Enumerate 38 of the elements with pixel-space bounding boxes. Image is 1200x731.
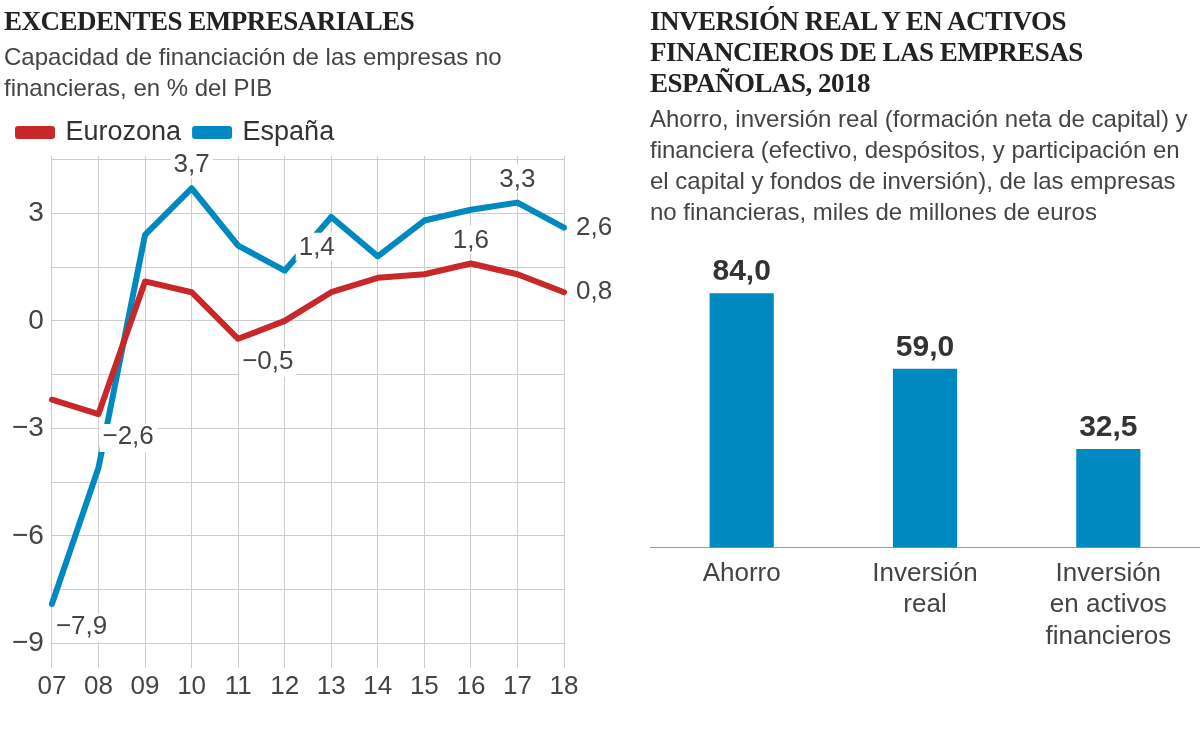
x-tick-label: 14 [363, 669, 393, 700]
x-tick-label: 12 [270, 669, 300, 700]
data-label: 1,4 [298, 230, 335, 261]
x-tick-label: 08 [84, 669, 113, 700]
x-tick-label: 11 [224, 669, 252, 700]
chart-subtitle: Capacidad de financiación de las empresas no financieras, en % del PIB [4, 42, 503, 103]
legend-label: España [242, 115, 336, 146]
y-tick-label: 3 [28, 196, 44, 228]
x-tick-label: 18 [549, 669, 579, 700]
x-tick-label: 17 [502, 669, 532, 700]
data-label: 32,5 [1079, 409, 1138, 443]
x-tick-label: 10 [177, 669, 207, 700]
data-label: 0,8 [576, 275, 613, 306]
x-tick-label: 15 [409, 669, 439, 700]
chart-title: INVERSIÓN REAL Y EN ACTIVOS FINANCIEROS DE LAS EMPRESAS ESPAÑOLAS, 2018 [650, 6, 1084, 99]
data-label: −0,5 [242, 344, 294, 375]
chart-title: EXCEDENTES EMPRESARIALES [4, 6, 416, 37]
chart-subtitle: Ahorro, inversión real (formación neta de capital) y financiera (efectivo, despósitos, y participación en el capital y fondos de inversión), de las empresas no financieras, miles de millones de euros [650, 104, 1189, 227]
x-tick-label: 09 [130, 669, 160, 700]
y-tick-label: −3 [11, 411, 44, 443]
legend-label: Eurozona [65, 115, 183, 146]
x-tick-label: Ahorro [702, 557, 781, 588]
y-tick-label: −9 [11, 626, 44, 658]
data-label: 3,7 [173, 148, 210, 179]
y-tick-label: 0 [28, 303, 44, 335]
x-tick-label: 16 [456, 669, 486, 700]
data-label: 84,0 [712, 253, 771, 287]
data-label: 2,6 [576, 210, 613, 241]
x-tick-label: 13 [316, 669, 346, 700]
data-label: 3,3 [499, 162, 536, 193]
data-label: 1,6 [452, 223, 489, 254]
x-tick-label: 07 [37, 669, 67, 700]
x-tick-label: Inversión real [872, 557, 978, 619]
x-tick-label: Inversión en activos financieros [1045, 557, 1172, 650]
data-label: −2,6 [102, 420, 154, 451]
y-tick-label: −6 [11, 518, 44, 550]
data-label: −7,9 [55, 610, 108, 641]
data-label: 59,0 [895, 329, 955, 363]
